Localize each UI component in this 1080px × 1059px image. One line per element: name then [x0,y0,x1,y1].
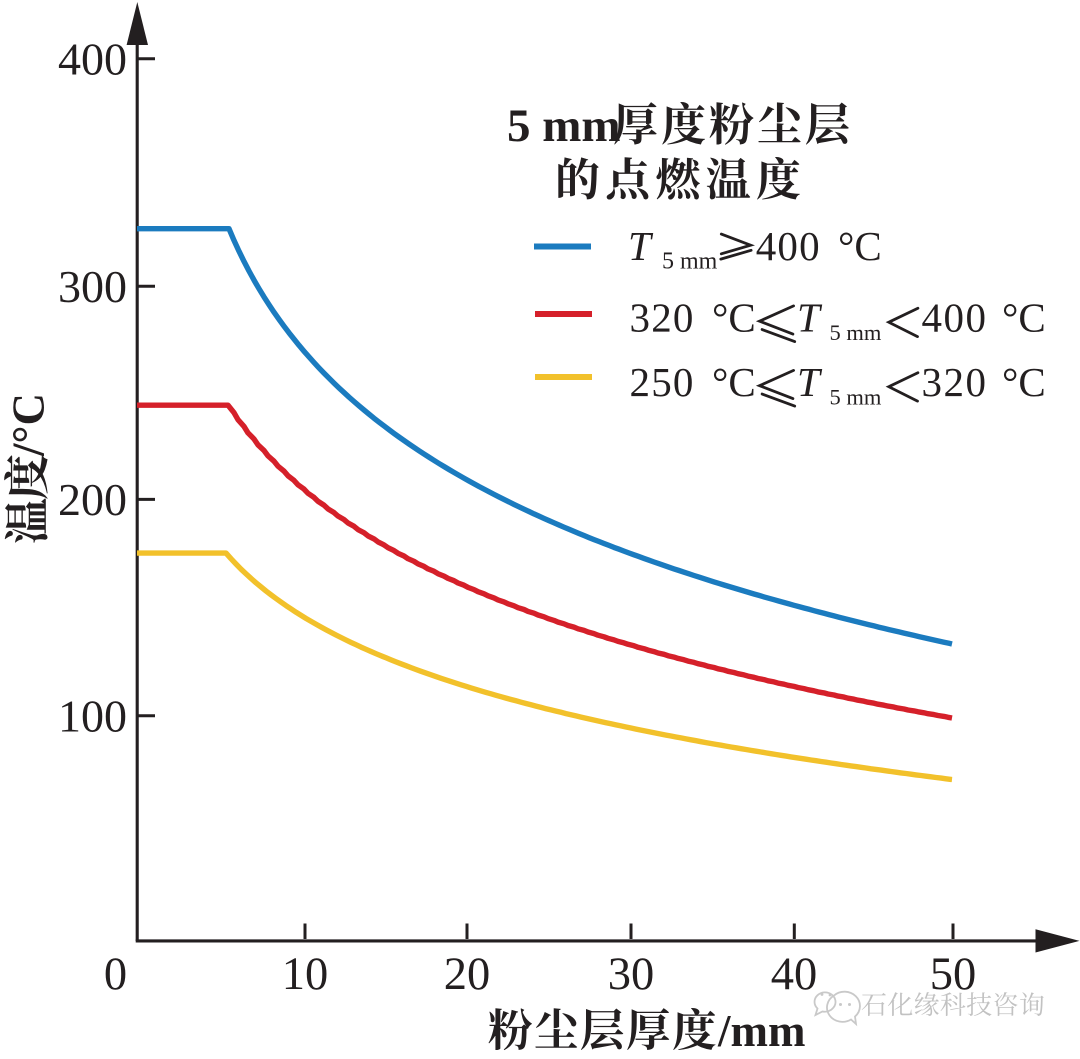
svg-text:°C: °C [712,295,756,341]
svg-text:°C: °C [1002,295,1046,341]
svg-text:200: 200 [58,474,127,525]
svg-text:320: 320 [630,295,695,341]
svg-text:T: T [797,295,823,341]
svg-text:50: 50 [930,949,977,1000]
svg-text:10: 10 [282,949,329,1000]
svg-text:T: T [628,223,654,269]
svg-text:400: 400 [58,34,127,85]
svg-text:°C: °C [712,359,756,405]
svg-text:400: 400 [756,223,821,269]
svg-text:T: T [797,359,823,405]
svg-text:40: 40 [771,949,818,1000]
svg-text:20: 20 [444,949,491,1000]
svg-text:100: 100 [58,690,127,741]
svg-text:/mm: /mm [717,1006,805,1054]
svg-text:/°C: /°C [4,393,54,457]
svg-text:400: 400 [922,295,988,341]
svg-text:5 mm: 5 mm [830,320,882,345]
svg-text:0: 0 [104,949,127,1000]
svg-text:5 mm: 5 mm [662,249,718,275]
svg-text:320: 320 [922,359,988,405]
svg-text:°C: °C [838,223,882,269]
svg-text:30: 30 [608,949,655,1000]
svg-text:300: 300 [58,261,127,312]
svg-text:250: 250 [630,359,695,405]
svg-text:5 mm: 5 mm [507,100,621,152]
svg-text:5 mm: 5 mm [830,385,882,410]
svg-text:°C: °C [1002,359,1046,405]
